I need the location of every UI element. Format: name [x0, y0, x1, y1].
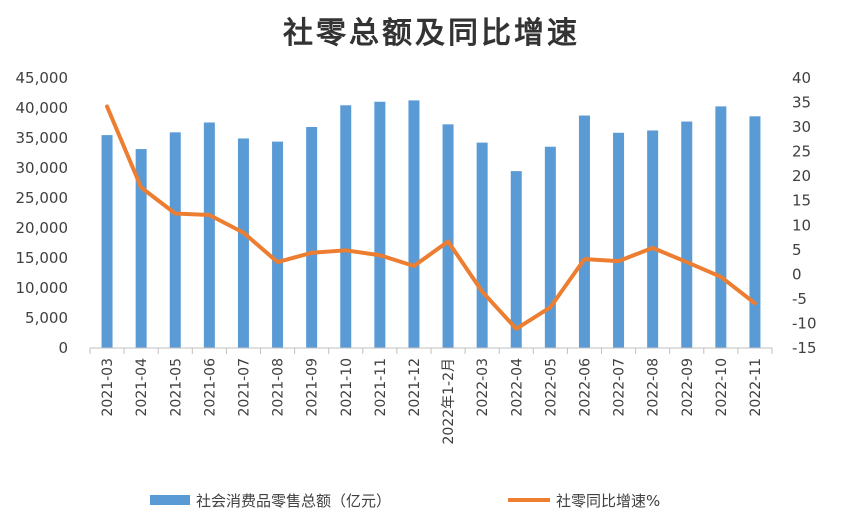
left-tick-label: 5,000: [25, 309, 68, 327]
bar: [340, 105, 352, 348]
bar: [169, 132, 181, 348]
category-label: 2021-05: [168, 358, 184, 417]
left-tick-label: 15,000: [16, 249, 69, 267]
category-label: 2022-03: [475, 358, 491, 417]
left-tick-label: 35,000: [16, 129, 69, 147]
category-label: 2021-12: [407, 358, 423, 417]
category-label: 2022-07: [612, 358, 628, 417]
bar: [613, 132, 625, 348]
right-tick-label: 0: [792, 265, 802, 283]
bar: [715, 106, 727, 349]
line-series: [105, 104, 757, 331]
category-label: 2022-06: [577, 358, 593, 417]
legend-bar-swatch: [150, 495, 190, 505]
left-tick-label: 45,000: [16, 69, 69, 87]
left-y-axis: 0 5,000 10,000 15,000 20,000 25,000 30,000 35,0…: [16, 69, 69, 357]
right-tick-label: 15: [792, 192, 811, 210]
right-tick-label: -10: [792, 314, 817, 332]
right-tick-label: 5: [792, 241, 802, 259]
bar: [374, 101, 386, 348]
bar: [272, 141, 284, 348]
right-tick-label: 30: [792, 118, 811, 136]
category-label: 2021-08: [271, 358, 287, 417]
bar: [476, 142, 488, 348]
bar: [647, 130, 659, 348]
right-y-axis: -15 -10 -5 0 5 10 15 20 25 30 35 40: [792, 69, 817, 357]
left-tick-label: 40,000: [16, 99, 69, 117]
left-tick-label: 30,000: [16, 159, 69, 177]
category-label: 2022-04: [509, 358, 525, 417]
legend-line-label: 社零同比增速%: [556, 492, 660, 510]
left-tick-label: 10,000: [16, 279, 69, 297]
left-tick-label: 25,000: [16, 189, 69, 207]
category-labels: 2021-03 2021-04 2021-05 2021-06 2021-07 2021-…: [100, 358, 764, 445]
right-tick-label: 20: [792, 167, 811, 185]
left-tick-label: 20,000: [16, 219, 69, 237]
legend-bar-label: 社会消费品零售总额（亿元）: [196, 492, 391, 510]
legend: 社会消费品零售总额（亿元） 社零同比增速%: [150, 492, 660, 510]
bar: [203, 122, 215, 348]
category-label: 2021-10: [339, 358, 355, 417]
category-label: 2022-08: [646, 358, 662, 417]
category-label: 2021-07: [236, 358, 252, 417]
bar: [749, 116, 761, 348]
category-label: 2021-04: [134, 358, 150, 417]
category-label: 2022年1-2月: [441, 358, 457, 445]
right-tick-label: 10: [792, 216, 811, 234]
left-tick-label: 0: [58, 339, 68, 357]
category-label: 2022-09: [680, 358, 696, 417]
category-label: 2021-06: [202, 358, 218, 417]
bar: [237, 138, 249, 348]
category-label: 2022-05: [543, 358, 559, 417]
x-axis: [89, 347, 773, 354]
bar: [306, 127, 318, 348]
category-label: 2021-11: [373, 358, 389, 417]
right-tick-label: 35: [792, 94, 811, 112]
bar: [510, 171, 522, 348]
bar-series: [101, 100, 761, 349]
bar: [101, 135, 113, 348]
category-label: 2021-09: [305, 358, 321, 417]
bar: [135, 149, 147, 348]
bar: [442, 124, 454, 348]
growth-line: [105, 104, 757, 331]
right-tick-label: -5: [792, 290, 807, 308]
right-tick-label: -15: [792, 339, 817, 357]
bar: [408, 100, 420, 348]
bar: [544, 146, 556, 348]
right-tick-label: 25: [792, 143, 811, 161]
bar: [578, 115, 590, 348]
bar: [681, 121, 693, 348]
category-label: 2022-11: [748, 358, 764, 417]
chart-title: 社零总额及同比增速: [283, 16, 580, 51]
category-label: 2021-03: [100, 358, 116, 417]
right-tick-label: 40: [792, 69, 811, 87]
category-label: 2022-10: [714, 358, 730, 417]
